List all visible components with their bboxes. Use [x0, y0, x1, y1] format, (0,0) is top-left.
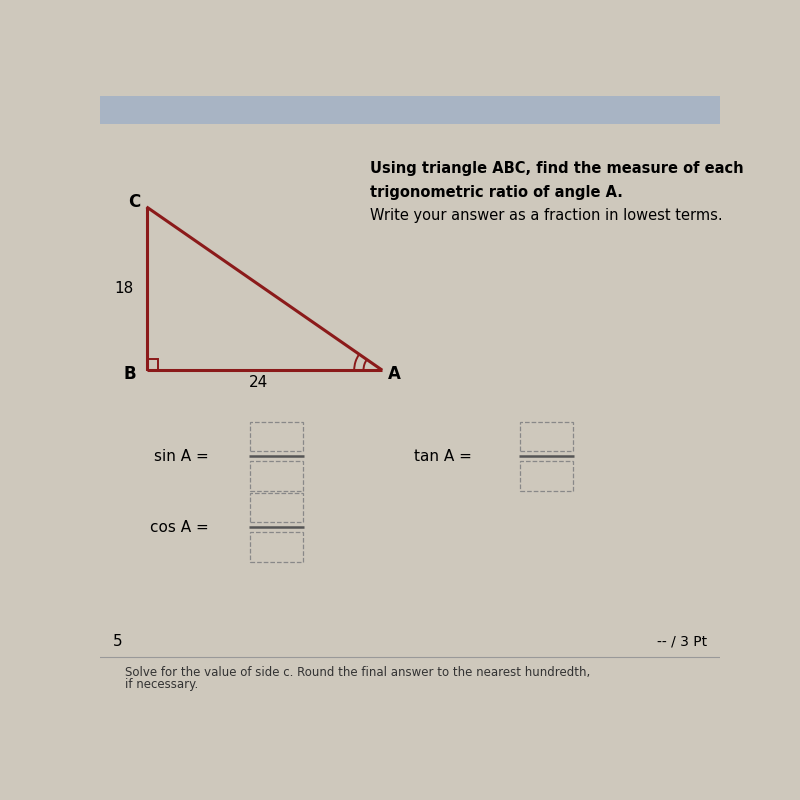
Text: 18: 18 — [114, 281, 133, 296]
Bar — [100, 96, 720, 124]
Text: -- / 3 Pt: -- / 3 Pt — [658, 634, 708, 648]
Text: trigonometric ratio of angle A.: trigonometric ratio of angle A. — [370, 186, 622, 200]
Text: cos A =: cos A = — [150, 520, 209, 534]
Text: Write your answer as a fraction in lowest terms.: Write your answer as a fraction in lowes… — [370, 208, 722, 223]
FancyBboxPatch shape — [250, 422, 303, 451]
FancyBboxPatch shape — [520, 462, 573, 491]
FancyBboxPatch shape — [250, 462, 303, 491]
Text: sin A =: sin A = — [154, 449, 209, 464]
Text: A: A — [388, 366, 401, 383]
Text: Solve for the value of side c. Round the final answer to the nearest hundredth,: Solve for the value of side c. Round the… — [125, 666, 590, 678]
Text: if necessary.: if necessary. — [125, 678, 198, 691]
Text: tan A =: tan A = — [414, 449, 472, 464]
Text: B: B — [123, 366, 136, 383]
FancyBboxPatch shape — [520, 422, 573, 451]
FancyBboxPatch shape — [250, 493, 303, 522]
Text: 5: 5 — [112, 634, 122, 649]
Text: Using triangle ABC, find the measure of each: Using triangle ABC, find the measure of … — [370, 161, 743, 176]
Text: 24: 24 — [249, 375, 268, 390]
FancyBboxPatch shape — [250, 532, 303, 562]
Text: C: C — [128, 193, 140, 211]
